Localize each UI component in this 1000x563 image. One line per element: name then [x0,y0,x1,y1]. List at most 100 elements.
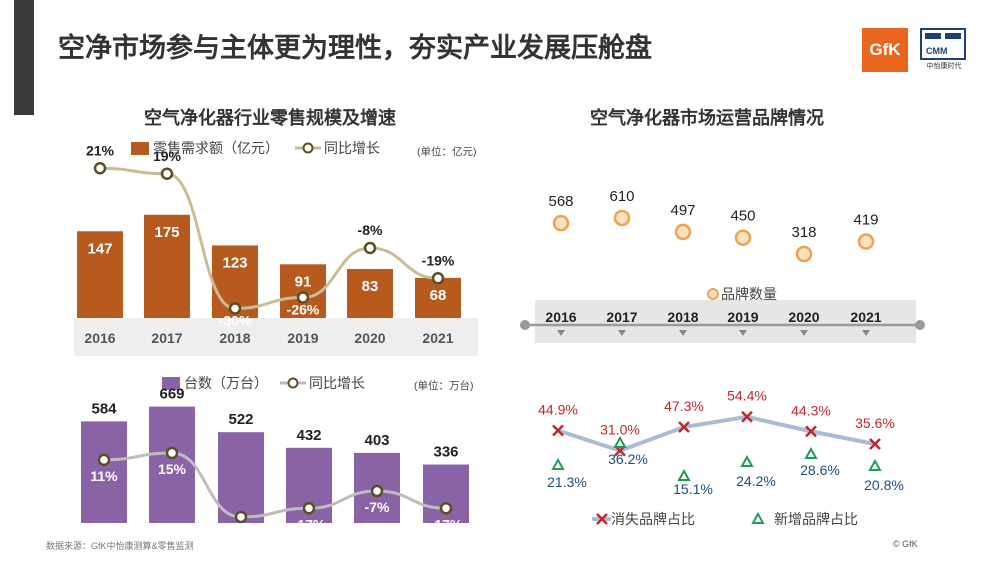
new-share-label: 28.6% [800,462,840,478]
new-share-point [868,458,882,471]
exit-share-point [805,425,817,438]
brand-count-point [552,214,570,232]
exit-share-label: 31.0% [600,422,640,438]
retail-growth-point [363,241,377,255]
exit-share-point [741,410,753,423]
retail-growth-label: 21% [86,142,115,158]
retail-legend-bar: 零售需求额（亿元） [131,138,279,158]
units-bar-label: 522 [228,411,253,428]
exit-share-label: 54.4% [727,388,767,404]
units-chart: 584 669 522 432 403 336 11% 15% -22% -17% -7% -17% [81,386,469,541]
retail-legend-line-label: 同比增长 [324,140,380,156]
units-growth-label: -22% [225,525,258,541]
gfk-logo: GfK [862,28,908,72]
retail-axis-band [74,318,478,356]
cmm-logo: CMM [920,28,966,60]
units-unit-note: (单位：万台) [414,380,474,392]
units-growth-point [234,510,248,524]
retail-unit-note: (单位：亿元) [417,146,477,158]
brand-count-label: 318 [791,224,816,241]
brand-count-label: 419 [853,212,878,229]
units-bar-2017 [149,406,195,523]
units-growth-point [370,484,384,498]
retail-bar-2021 [415,277,461,318]
retail-legend-line: 同比增长 [295,138,380,158]
new-share-point [551,457,565,470]
retail-bar-2020 [347,269,393,318]
retail-year-label: 2019 [287,330,318,346]
new-share-point [677,468,691,481]
retail-year-label: 2018 [219,330,250,346]
brand-chart-title: 空气净化器市场运营品牌情况 [590,108,824,128]
brand-count-point [734,229,752,246]
units-growth-label: -7% [365,499,390,515]
exit-legend-label: 消失品牌占比 [611,511,695,527]
units-bar-label: 584 [91,400,117,417]
retail-bar-label: 83 [362,278,379,295]
units-growth-point [302,502,316,515]
retail-growth-point [431,272,445,285]
units-legend-line-label: 同比增长 [309,375,365,391]
exit-share-label: 44.9% [538,402,578,418]
retail-growth-label: -8% [358,222,383,238]
units-growth-label: 15% [158,461,187,477]
timeline-band [535,300,916,343]
retail-growth-label: 19% [153,148,182,164]
retail-year-label: 2020 [354,330,385,346]
retail-bar-label: 175 [154,224,179,241]
retail-chart: 147 2016 175 2017 123 2018 91 2019 83 2020 68 2021 2… [74,142,478,356]
brand-count-label: 497 [670,202,695,219]
exit-share-point [869,438,881,450]
timeline-tick-marker [679,330,687,336]
retail-bar-label: 147 [87,240,112,257]
timeline-year-label: 2018 [667,309,698,325]
cmm-logo-subtitle: 中怡康时代 [926,63,962,70]
units-growth-point [165,446,179,460]
units-legend-line-swatch [280,377,306,389]
brand-count-point [674,223,692,241]
timeline-year-label: 2016 [545,309,576,325]
timeline-end-dot [915,320,925,330]
retail-bar-label: 123 [222,254,247,271]
timeline-year-label: 2019 [727,309,758,325]
page-title: 空净市场参与主体更为理性，夯实产业发展压舱盘 [58,33,652,63]
exit-share-point [552,424,564,437]
timeline-tick-marker [862,330,870,336]
new-share-label: 20.8% [864,477,904,493]
brand-count-label: 450 [730,208,755,225]
retail-year-label: 2016 [84,330,115,346]
retail-bar-label: 91 [295,273,312,290]
units-bar-label: 669 [159,386,184,403]
retail-growth-point [160,167,174,180]
brand-count-label: 610 [609,188,634,205]
exit-share-label: 44.3% [791,402,831,418]
units-legend-bar-label: 台数（万台） [184,375,268,391]
timeline-tick-marker [800,330,808,336]
retail-year-label: 2021 [422,330,453,346]
new-share-label: 36.2% [608,451,648,467]
units-legend-line: 同比增长 [280,373,365,393]
retail-growth-label: -19% [422,252,455,268]
new-legend-label: 新增品牌占比 [774,511,858,527]
exit-share-label: 47.3% [664,398,704,414]
new-legend-marker [751,511,765,524]
units-legend-bar: 台数（万台） [162,373,268,393]
retail-legend-swatch [131,141,149,155]
exit-share-label: 35.6% [855,415,895,431]
retail-growth-label: -26% [287,302,320,318]
brand-chart: 568 2016 610 2017 497 2018 450 2019 318 2020 419 20… [520,188,925,343]
timeline-year-label: 2020 [788,309,819,325]
units-growth-label: -17% [293,516,326,532]
exit-legend-marker [596,513,608,525]
share-chart: 44.9% 31.0% 47.3% 54.4% 44.3% 35.6% 21.3% 36.2%… [538,388,904,527]
units-growth-point [439,502,453,515]
retail-growth-point [296,291,310,304]
brand-count-label: 568 [548,193,573,210]
retail-bar-2016 [77,231,123,318]
timeline-tick-marker [739,330,747,336]
new-share-point [804,446,818,459]
units-bar-label: 336 [433,444,458,461]
retail-bar-label: 68 [430,287,447,304]
exit-share-line [557,414,876,453]
